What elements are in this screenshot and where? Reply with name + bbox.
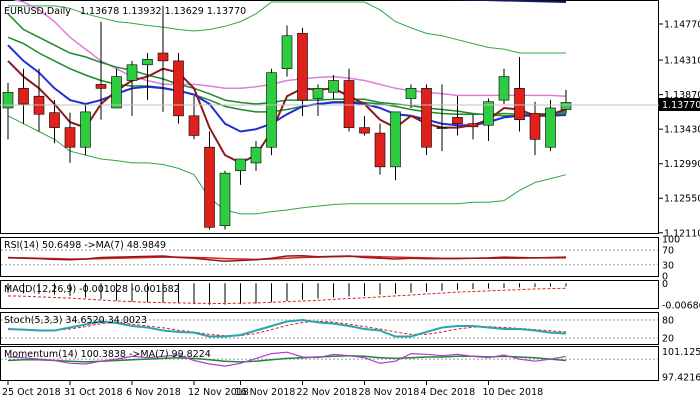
price-axis: 1.14770 1.14310 1.13870 1.13430 1.12990 1.125… — [659, 19, 700, 239]
candle-body — [467, 123, 479, 128]
candle-body — [343, 80, 355, 128]
date-tick-label: 22 Nov 2018 — [297, 387, 358, 398]
candle-body — [204, 146, 215, 228]
stoch-panel-title: Stoch(5,3,3) 34.6520 34.0023 — [4, 315, 147, 326]
candle-body — [173, 60, 184, 117]
stoch-d-line — [8, 320, 567, 337]
candle-body — [374, 132, 386, 168]
rsi-panel-title: RSI(14) 50.6498 ->MA(7) 48.9849 — [4, 240, 166, 251]
rsi-line — [7, 254, 567, 262]
momentum-panel: 101.1258 97.4216 — [1, 347, 700, 384]
candle-body — [405, 88, 417, 99]
candle-body — [560, 102, 572, 110]
date-tick-label: 12 Nov 2018 — [188, 387, 249, 398]
price-tick-label: 1.14310 — [664, 56, 700, 67]
candle-body — [498, 76, 510, 101]
candle-body — [219, 172, 231, 227]
price-tick-label: 1.14770 — [664, 19, 700, 30]
candle-body — [235, 158, 246, 172]
stoch-k-line — [7, 318, 567, 338]
ohlc-values: 1.13678 1.13932 1.13629 1.13770 — [80, 6, 246, 17]
stoch-panel-frame — [0, 312, 659, 345]
candle-body — [188, 115, 200, 136]
candle-body — [312, 88, 324, 99]
date-tick-label: 31 Oct 2018 — [64, 387, 123, 398]
candle-body — [250, 146, 262, 164]
stoch-tick-label: 80 — [662, 316, 674, 327]
date-axis: 25 Oct 2018 31 Oct 2018 6 Nov 2018 12 Nov 2… — [2, 381, 543, 398]
candle-body — [328, 80, 339, 93]
price-panel — [2, 0, 572, 230]
candle-body — [436, 127, 448, 129]
candle-body — [452, 117, 463, 124]
candle-body — [297, 33, 308, 101]
price-tick-label: 1.12550 — [664, 194, 700, 205]
macd-tick-label: 0 — [662, 279, 668, 290]
rsi-tick-label: 70 — [662, 246, 674, 257]
candle-body — [142, 59, 153, 66]
price-tick-label: 1.13430 — [664, 125, 700, 136]
symbol-timeframe: EURUSD,Daily — [4, 6, 71, 17]
momentum-panel-title: Momentum(14) 100.3838 ->MA(7) 99.8224 — [4, 349, 211, 360]
candle-body — [18, 88, 29, 105]
candle-body — [111, 76, 122, 109]
candle-body — [545, 107, 556, 148]
candle-body — [80, 111, 91, 148]
macd-tick-label: -0.006862 — [662, 300, 700, 311]
date-tick-label: 28 Nov 2018 — [359, 387, 420, 398]
macd-signal-line — [7, 287, 567, 304]
rsi-tick-label: 30 — [662, 260, 674, 271]
candle-body — [281, 35, 293, 70]
candle-body — [2, 91, 14, 109]
momentum-panel-frame — [0, 346, 659, 381]
macd-panel: 0 -0.006862 — [7, 279, 700, 311]
price-panel-frame — [0, 0, 659, 234]
candle-body — [359, 127, 370, 134]
momentum-tick-label: 97.4216 — [662, 373, 700, 384]
macd-panel-frame — [0, 280, 659, 309]
current-price-marker: 1.13770 — [0, 98, 700, 111]
date-tick-label: 10 Dec 2018 — [483, 387, 544, 398]
momentum-tick-label: 101.1258 — [662, 347, 700, 358]
candle-body — [95, 84, 107, 89]
date-tick-label: 25 Oct 2018 — [2, 387, 61, 398]
rsi-tick-label: 100 — [662, 235, 680, 246]
bollinger-upper-line — [8, 1, 566, 54]
rsi-tick-label: 0 — [662, 272, 668, 283]
candle-body — [421, 88, 432, 148]
momentum-line — [7, 351, 567, 367]
candle-body — [529, 113, 541, 140]
candle-body — [64, 127, 76, 148]
price-tick-label: 1.13870 — [664, 90, 700, 101]
candle-body — [126, 64, 138, 81]
price-panel-title: EURUSD,Daily 1.13678 1.13932 1.13629 1.1… — [4, 6, 246, 17]
candle-body — [266, 72, 277, 148]
candle-body — [514, 88, 525, 121]
stoch-panel: 80 20 — [1, 316, 674, 345]
candle-body — [390, 111, 401, 168]
price-tick-label: 1.12990 — [664, 159, 700, 170]
candle-body — [157, 52, 169, 62]
date-tick-label: 16 Nov 2018 — [235, 387, 296, 398]
stoch-tick-label: 20 — [662, 334, 674, 345]
ma-navy-line — [446, 0, 567, 3]
candle-body — [49, 112, 60, 128]
current-price-box — [659, 98, 700, 111]
current-price-label: 1.13770 — [662, 100, 700, 111]
candle-body — [483, 101, 494, 126]
date-tick-label: 4 Dec 2018 — [421, 387, 476, 398]
date-tick-label: 6 Nov 2018 — [126, 387, 181, 398]
bollinger-lower-line — [7, 115, 567, 215]
price-tick-label: 1.12110 — [664, 228, 700, 239]
macd-panel-title: MACD(12,26,9) -0.001028 -0.001682 — [4, 284, 180, 295]
